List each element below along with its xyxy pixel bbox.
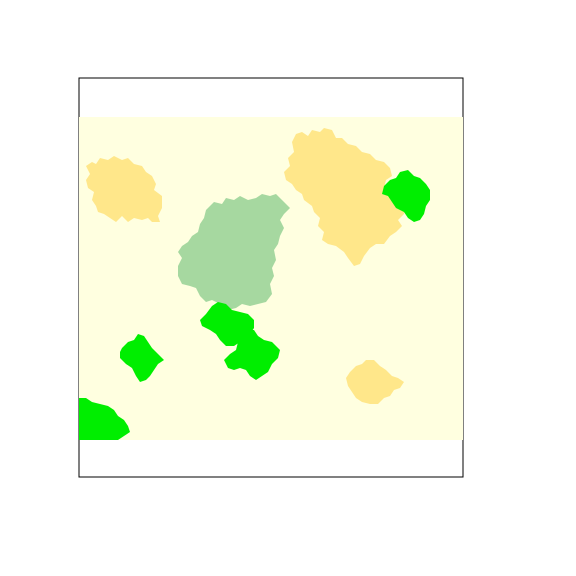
bright-green-patch-center-b: [224, 330, 280, 380]
sandy-patch-southeast: [346, 360, 404, 404]
sandy-patch-northeast: [284, 128, 406, 266]
sandy-patch-west: [86, 156, 162, 222]
bright-green-patch-east: [382, 170, 430, 222]
bright-green-patch-west: [120, 334, 164, 382]
bright-green-patch-center-a: [200, 302, 254, 346]
muted-green-patch-center: [178, 194, 290, 310]
bright-green-patch-southwest: [79, 398, 130, 440]
